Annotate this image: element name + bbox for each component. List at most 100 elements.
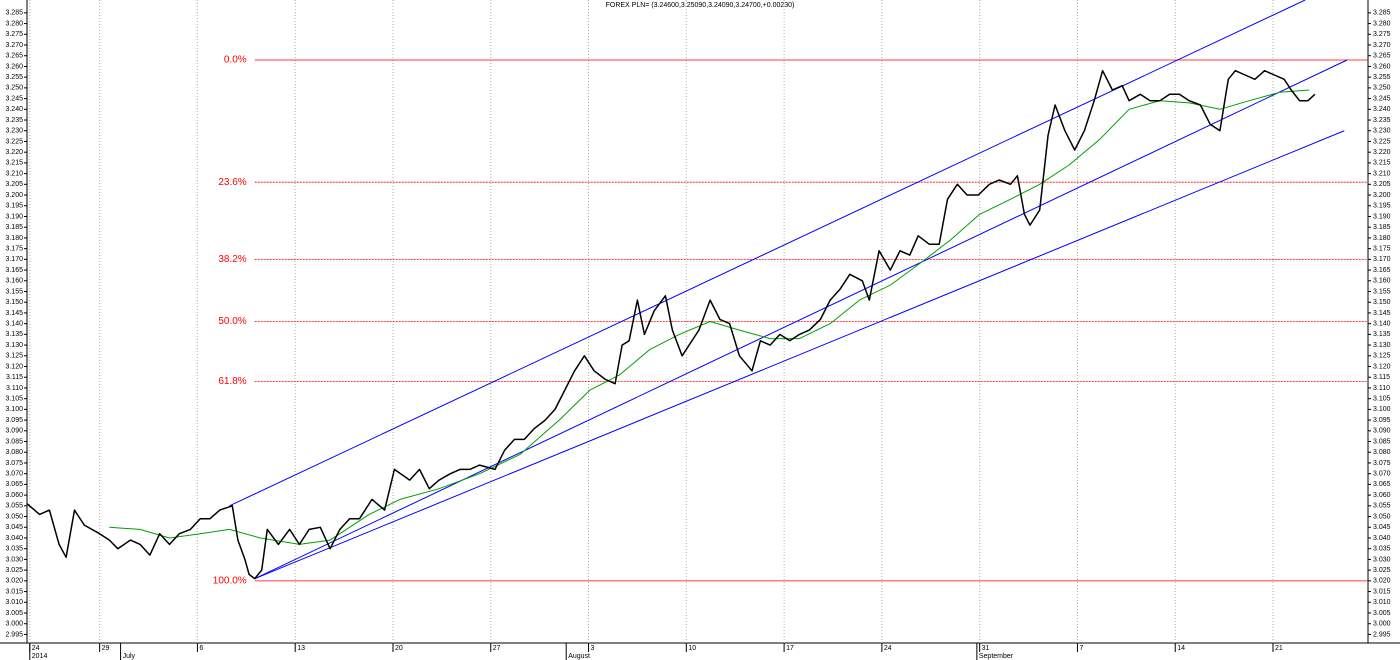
y-tick-label-right: 3.165 xyxy=(1373,267,1391,274)
channel-line xyxy=(254,130,1345,580)
y-tick-label-right: 3.195 xyxy=(1373,203,1391,210)
y-tick-label: 3.215 xyxy=(5,160,23,167)
x-tick-label: 7 xyxy=(1079,645,1083,652)
y-tick-label: 3.150 xyxy=(5,299,23,306)
y-tick-label: 3.055 xyxy=(5,503,23,510)
x-tick-label: 6 xyxy=(199,645,203,652)
fib-label: 100.0% xyxy=(213,575,247,586)
y-tick-label: 3.010 xyxy=(5,599,23,606)
y-tick-label: 3.030 xyxy=(5,556,23,563)
y-tick-label-right: 3.220 xyxy=(1373,149,1391,156)
y-tick-label: 3.005 xyxy=(5,610,23,617)
y-tick-label: 3.235 xyxy=(5,117,23,124)
y-tick-label: 3.140 xyxy=(5,320,23,327)
x-tick-label: 14 xyxy=(1177,645,1185,652)
y-tick-label: 3.085 xyxy=(5,438,23,445)
y-tick-label: 3.240 xyxy=(5,106,23,113)
y-tick-label-right: 2.995 xyxy=(1373,631,1391,638)
y-tick-label: 3.170 xyxy=(5,256,23,263)
y-tick-label-right: 3.200 xyxy=(1373,192,1391,199)
y-tick-label: 3.070 xyxy=(5,471,23,478)
y-tick-label-right: 3.160 xyxy=(1373,278,1391,285)
y-tick-label-right: 3.105 xyxy=(1373,396,1391,403)
x-tick-label: 21 xyxy=(1275,645,1283,652)
y-tick-label-right: 3.035 xyxy=(1373,546,1391,553)
y-tick-label-right: 3.265 xyxy=(1373,53,1391,60)
y-tick-label: 3.160 xyxy=(5,278,23,285)
x-tick-label: 20 xyxy=(395,645,403,652)
y-tick-label: 3.045 xyxy=(5,524,23,531)
y-tick-label: 3.020 xyxy=(5,578,23,585)
y-tick-label: 3.230 xyxy=(5,128,23,135)
y-tick-label-right: 3.280 xyxy=(1373,20,1391,27)
channel-line xyxy=(229,0,1306,507)
y-tick-label-right: 3.100 xyxy=(1373,406,1391,413)
y-tick-label: 3.145 xyxy=(5,310,23,317)
y-tick-label: 3.050 xyxy=(5,513,23,520)
y-tick-label-right: 3.005 xyxy=(1373,610,1391,617)
y-tick-label: 3.275 xyxy=(5,31,23,38)
y-tick-label-right: 3.175 xyxy=(1373,245,1391,252)
y-tick-label-right: 3.230 xyxy=(1373,128,1391,135)
y-tick-label-right: 3.090 xyxy=(1373,428,1391,435)
y-tick-label-right: 3.140 xyxy=(1373,320,1391,327)
y-tick-label-right: 3.235 xyxy=(1373,117,1391,124)
y-tick-label-right: 3.240 xyxy=(1373,106,1391,113)
chart-title: FOREX PLN= (3.24600,3.25090,3.24090,3.24… xyxy=(606,2,795,9)
y-tick-label-right: 3.270 xyxy=(1373,42,1391,49)
y-tick-label: 3.065 xyxy=(5,481,23,488)
y-tick-label-right: 3.205 xyxy=(1373,181,1391,188)
y-tick-label: 3.060 xyxy=(5,492,23,499)
y-tick-label: 3.245 xyxy=(5,95,23,102)
y-tick-label: 3.260 xyxy=(5,63,23,70)
fib-label: 50.0% xyxy=(218,316,246,327)
y-tick-label: 3.120 xyxy=(5,363,23,370)
y-tick-label-right: 3.285 xyxy=(1373,10,1391,17)
period-label: 2014 xyxy=(32,653,48,660)
y-tick-label: 3.035 xyxy=(5,546,23,553)
y-tick-label-right: 3.065 xyxy=(1373,481,1391,488)
x-tick-label: 27 xyxy=(493,645,501,652)
y-tick-label-right: 3.225 xyxy=(1373,138,1391,145)
fib-label: 38.2% xyxy=(218,254,246,265)
y-tick-label-right: 3.250 xyxy=(1373,85,1391,92)
price-line xyxy=(26,69,1316,580)
y-tick-label-right: 3.015 xyxy=(1373,588,1391,595)
y-tick-label-right: 3.190 xyxy=(1373,213,1391,220)
y-tick-label-right: 3.000 xyxy=(1373,621,1391,628)
y-tick-label: 3.225 xyxy=(5,138,23,145)
y-tick-label: 3.255 xyxy=(5,74,23,81)
y-tick-label: 3.270 xyxy=(5,42,23,49)
y-tick-label-right: 3.150 xyxy=(1373,299,1391,306)
y-tick-label: 3.155 xyxy=(5,288,23,295)
y-tick-label: 3.090 xyxy=(5,428,23,435)
y-tick-label: 3.110 xyxy=(6,385,23,392)
y-tick-label-right: 3.210 xyxy=(1373,170,1391,177)
y-tick-label-right: 3.155 xyxy=(1373,288,1391,295)
y-tick-label: 3.220 xyxy=(5,149,23,156)
y-tick-label: 3.025 xyxy=(5,567,23,574)
y-tick-label: 3.075 xyxy=(5,460,23,467)
y-tick-label-right: 3.215 xyxy=(1373,160,1391,167)
x-tick-label: 31 xyxy=(982,645,990,652)
y-tick-label-right: 3.145 xyxy=(1373,310,1391,317)
y-tick-label: 3.165 xyxy=(5,267,23,274)
y-tick-label: 3.115 xyxy=(6,374,23,381)
y-tick-label-right: 3.060 xyxy=(1373,492,1391,499)
y-tick-label-right: 3.040 xyxy=(1373,535,1391,542)
x-tick-label: 24 xyxy=(884,645,892,652)
moving-average xyxy=(109,89,1310,545)
x-tick-label: 13 xyxy=(297,645,305,652)
y-tick-label: 3.200 xyxy=(5,192,23,199)
y-tick-label: 3.195 xyxy=(5,203,23,210)
y-tick-label-right: 3.070 xyxy=(1373,471,1391,478)
y-tick-label-right: 3.260 xyxy=(1373,63,1391,70)
y-tick-label: 3.190 xyxy=(5,213,23,220)
y-tick-label: 3.250 xyxy=(5,85,23,92)
y-tick-label-right: 3.045 xyxy=(1373,524,1391,531)
fib-label: 0.0% xyxy=(224,55,247,66)
y-tick-label-right: 3.025 xyxy=(1373,567,1391,574)
y-tick-label-right: 3.170 xyxy=(1373,256,1391,263)
y-tick-label: 3.210 xyxy=(5,170,23,177)
y-tick-label: 3.095 xyxy=(5,417,23,424)
